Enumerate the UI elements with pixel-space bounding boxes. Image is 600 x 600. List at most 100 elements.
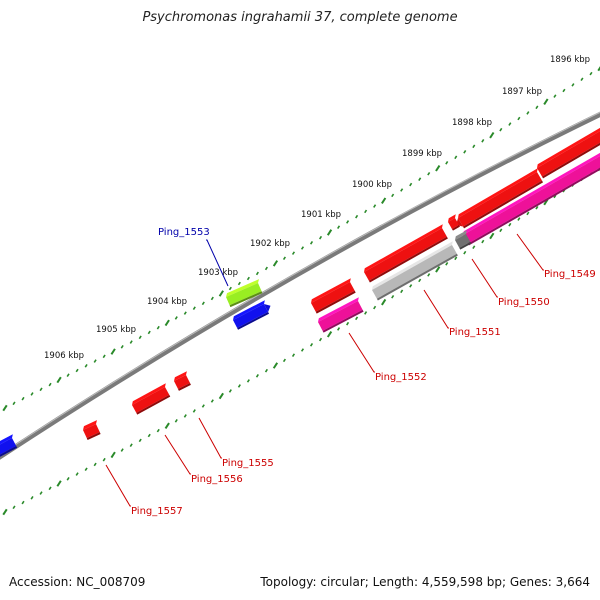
scale-tick <box>326 330 333 338</box>
scale-tick <box>164 319 170 327</box>
scale-tick <box>589 71 593 76</box>
inner-scale-track <box>2 166 600 516</box>
scale-tick <box>472 245 476 249</box>
gene-ping-1551-inner[interactable] <box>372 241 458 301</box>
scale-tick <box>102 457 106 462</box>
gene-ping-1549-inner[interactable] <box>463 151 600 246</box>
gene-label[interactable]: Ping_1551 <box>449 327 501 338</box>
scale-tick <box>326 229 333 236</box>
gene-ping-1550[interactable] <box>456 168 544 229</box>
scale-tick <box>110 451 116 459</box>
scale-tick <box>246 276 250 281</box>
gene-leader-line <box>348 332 375 373</box>
scale-tick <box>291 353 296 357</box>
scale-tick <box>138 438 142 443</box>
scale-tick <box>355 214 359 219</box>
gene-label[interactable]: Ping_1550 <box>498 297 550 308</box>
scale-tick <box>156 428 160 433</box>
scale-tick <box>192 306 196 311</box>
scale-tick <box>56 480 62 487</box>
scale-tick <box>597 66 600 72</box>
scale-tick <box>192 409 196 413</box>
scale-tick <box>318 235 323 240</box>
gene-ping-1549[interactable] <box>537 126 600 179</box>
scale-tick <box>337 327 341 331</box>
scale-tick <box>454 155 458 160</box>
gene-left-edge[interactable] <box>0 434 18 457</box>
gene-ping-1556[interactable] <box>132 383 171 415</box>
scale-tick <box>138 335 142 340</box>
scale-tick <box>391 294 395 299</box>
scale-tick <box>472 144 476 149</box>
scale-tick <box>84 363 88 368</box>
gene-gray-small[interactable] <box>455 230 472 250</box>
scale-label: 1897 kbp <box>502 87 542 97</box>
scale-tick <box>535 205 539 210</box>
gene-leader-line <box>105 464 131 507</box>
scale-tick <box>445 262 449 266</box>
scale-tick <box>364 209 368 214</box>
gene-label[interactable]: Ping_1549 <box>544 269 596 280</box>
scale-tick <box>21 500 25 505</box>
scale-tick <box>218 392 224 400</box>
scale-tick <box>346 220 350 224</box>
gene-label[interactable]: Ping_1555 <box>222 458 274 469</box>
gene-ping-1552[interactable] <box>311 278 356 314</box>
scale-tick <box>174 316 178 320</box>
scale-tick <box>409 182 413 187</box>
scale-label: 1903 kbp <box>198 268 238 278</box>
scale-tick <box>66 373 70 378</box>
scale-tick <box>318 337 323 342</box>
scale-label: 1900 kbp <box>352 180 392 190</box>
gene-small-2[interactable] <box>174 371 191 391</box>
scale-label: 1898 kbp <box>452 118 492 128</box>
gene-ping-1554[interactable] <box>233 300 271 330</box>
scale-tick <box>535 105 539 110</box>
scale-tick <box>517 116 521 121</box>
scale-tick <box>508 222 512 227</box>
genome-backbone-highlight <box>0 111 600 456</box>
gene-label[interactable]: Ping_1553 <box>158 227 210 238</box>
scale-tick <box>110 348 116 355</box>
scale-tick <box>84 467 88 472</box>
scale-tick <box>562 88 566 93</box>
scale-tick <box>201 301 205 306</box>
scale-tick <box>282 358 287 363</box>
scale-tick <box>499 228 503 233</box>
scale-tick <box>237 281 241 286</box>
gene-leader-line <box>423 289 449 329</box>
scale-tick <box>30 392 34 396</box>
scale-tick <box>553 94 557 98</box>
gene-ping-1557[interactable] <box>83 420 101 440</box>
scale-tick <box>246 379 250 383</box>
gene-label[interactable]: Ping_1552 <box>375 372 427 383</box>
gene-label[interactable]: Ping_1556 <box>191 474 243 485</box>
outer-scale-track <box>2 66 600 412</box>
scale-tick <box>48 486 52 491</box>
gene-ping-1553[interactable] <box>226 279 263 308</box>
scale-tick <box>93 359 97 363</box>
genome-summary-text: Topology: circular; Length: 4,559,598 bp… <box>260 575 590 589</box>
scale-tick <box>56 376 62 384</box>
scale-tick <box>381 298 387 306</box>
gene-ping-1551[interactable] <box>364 224 448 283</box>
scale-tick <box>309 241 314 245</box>
gene-small-1[interactable] <box>448 214 460 231</box>
accession-text: Accession: NC_008709 <box>9 575 146 589</box>
scale-tick <box>418 278 422 283</box>
scale-tick <box>102 354 106 359</box>
gene-ping-1552-inner[interactable] <box>318 297 364 333</box>
scale-tick <box>282 256 287 261</box>
scale-label: 1906 kbp <box>44 351 84 361</box>
scale-tick <box>210 296 214 301</box>
gene-leader-line <box>516 233 544 271</box>
scale-tick <box>364 311 368 315</box>
scale-tick <box>400 188 404 192</box>
scale-tick <box>300 348 305 352</box>
gene-label[interactable]: Ping_1557 <box>131 506 183 517</box>
scale-tick <box>543 98 549 105</box>
gene-leader-line <box>164 434 191 475</box>
scale-label: 1904 kbp <box>147 297 187 307</box>
scale-tick <box>272 260 279 267</box>
